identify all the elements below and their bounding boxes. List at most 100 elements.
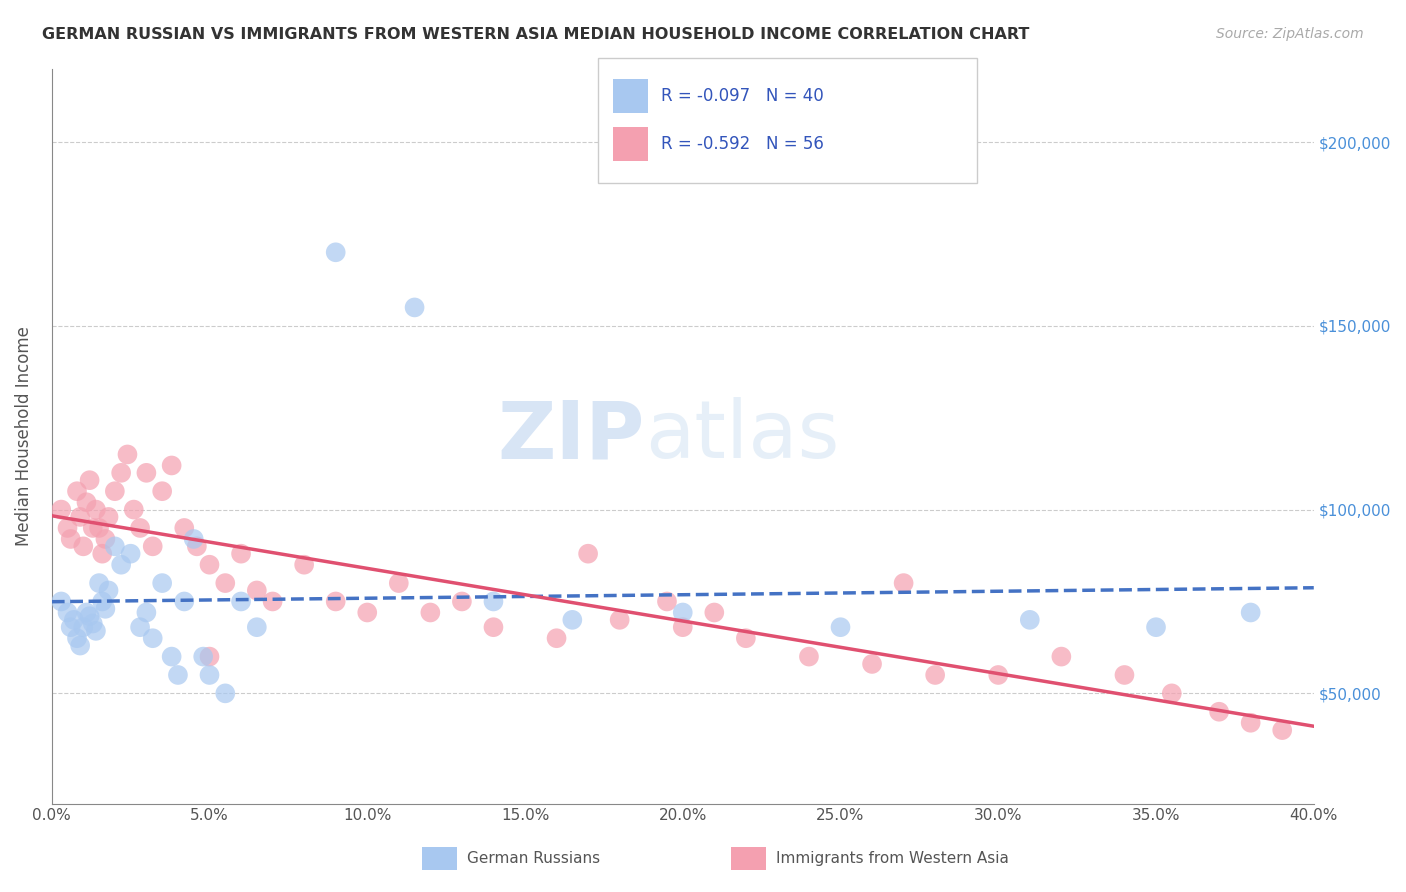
Point bbox=[229, 594, 252, 608]
Point bbox=[1240, 606, 1263, 620]
Point bbox=[186, 539, 208, 553]
Point bbox=[122, 502, 145, 516]
Point bbox=[1050, 649, 1073, 664]
Point bbox=[160, 649, 183, 664]
Point bbox=[79, 609, 101, 624]
Point bbox=[451, 594, 474, 608]
Point bbox=[193, 649, 215, 664]
Point bbox=[214, 686, 236, 700]
Point bbox=[75, 495, 97, 509]
Point bbox=[72, 620, 94, 634]
Point bbox=[734, 631, 756, 645]
Point bbox=[110, 466, 132, 480]
Point bbox=[609, 613, 631, 627]
Point bbox=[91, 547, 114, 561]
Point bbox=[325, 245, 347, 260]
Point bbox=[173, 521, 195, 535]
Point bbox=[117, 447, 139, 461]
Point bbox=[104, 484, 127, 499]
Point bbox=[66, 631, 89, 645]
Point bbox=[160, 458, 183, 473]
Point bbox=[129, 620, 152, 634]
Point bbox=[59, 620, 82, 634]
Point bbox=[129, 521, 152, 535]
Point bbox=[97, 583, 120, 598]
Point bbox=[84, 624, 107, 638]
Point bbox=[1114, 668, 1136, 682]
Point bbox=[51, 594, 73, 608]
Text: GERMAN RUSSIAN VS IMMIGRANTS FROM WESTERN ASIA MEDIAN HOUSEHOLD INCOME CORRELATI: GERMAN RUSSIAN VS IMMIGRANTS FROM WESTER… bbox=[42, 27, 1029, 42]
Text: German Russians: German Russians bbox=[467, 852, 600, 866]
Point bbox=[924, 668, 946, 682]
Text: R = -0.592   N = 56: R = -0.592 N = 56 bbox=[661, 135, 824, 153]
Point bbox=[59, 532, 82, 546]
Point bbox=[292, 558, 315, 572]
Point bbox=[72, 539, 94, 553]
Point bbox=[167, 668, 190, 682]
Point bbox=[482, 594, 505, 608]
Point bbox=[830, 620, 852, 634]
Point bbox=[87, 576, 110, 591]
Point bbox=[1240, 715, 1263, 730]
Point bbox=[84, 502, 107, 516]
Point bbox=[142, 539, 165, 553]
Point bbox=[104, 539, 127, 553]
Point bbox=[198, 668, 221, 682]
Point bbox=[66, 484, 89, 499]
Point bbox=[1208, 705, 1230, 719]
Point bbox=[82, 521, 104, 535]
Point bbox=[262, 594, 284, 608]
Point bbox=[120, 547, 142, 561]
Text: Source: ZipAtlas.com: Source: ZipAtlas.com bbox=[1216, 27, 1364, 41]
Point bbox=[1144, 620, 1167, 634]
Y-axis label: Median Household Income: Median Household Income bbox=[15, 326, 32, 546]
Point bbox=[356, 606, 378, 620]
Text: atlas: atlas bbox=[645, 397, 839, 475]
Point bbox=[135, 466, 157, 480]
Point bbox=[214, 576, 236, 591]
Point bbox=[672, 620, 695, 634]
Point bbox=[142, 631, 165, 645]
Point bbox=[150, 576, 173, 591]
Point bbox=[246, 620, 269, 634]
Point bbox=[546, 631, 568, 645]
Point bbox=[94, 602, 117, 616]
Point bbox=[1271, 723, 1294, 738]
Point bbox=[183, 532, 205, 546]
Point bbox=[561, 613, 583, 627]
Point bbox=[655, 594, 678, 608]
Point bbox=[388, 576, 411, 591]
Point bbox=[482, 620, 505, 634]
Point bbox=[135, 606, 157, 620]
Point bbox=[56, 521, 79, 535]
Point bbox=[419, 606, 441, 620]
Point bbox=[987, 668, 1010, 682]
Point bbox=[576, 547, 599, 561]
Text: R = -0.097   N = 40: R = -0.097 N = 40 bbox=[661, 87, 824, 105]
Point bbox=[97, 510, 120, 524]
Point bbox=[69, 639, 91, 653]
Point bbox=[1160, 686, 1182, 700]
Text: ZIP: ZIP bbox=[498, 397, 645, 475]
Point bbox=[94, 532, 117, 546]
Point bbox=[56, 606, 79, 620]
Point bbox=[860, 657, 883, 671]
Point bbox=[91, 594, 114, 608]
Point bbox=[1018, 613, 1040, 627]
Point bbox=[198, 649, 221, 664]
Point bbox=[672, 606, 695, 620]
Point bbox=[703, 606, 725, 620]
Point bbox=[325, 594, 347, 608]
Point bbox=[893, 576, 915, 591]
Point bbox=[198, 558, 221, 572]
Point bbox=[246, 583, 269, 598]
Text: Immigrants from Western Asia: Immigrants from Western Asia bbox=[776, 852, 1010, 866]
Point bbox=[404, 301, 426, 315]
Point bbox=[75, 606, 97, 620]
Point bbox=[150, 484, 173, 499]
Point bbox=[69, 510, 91, 524]
Point bbox=[110, 558, 132, 572]
Point bbox=[82, 616, 104, 631]
Point bbox=[63, 613, 86, 627]
Point bbox=[79, 473, 101, 487]
